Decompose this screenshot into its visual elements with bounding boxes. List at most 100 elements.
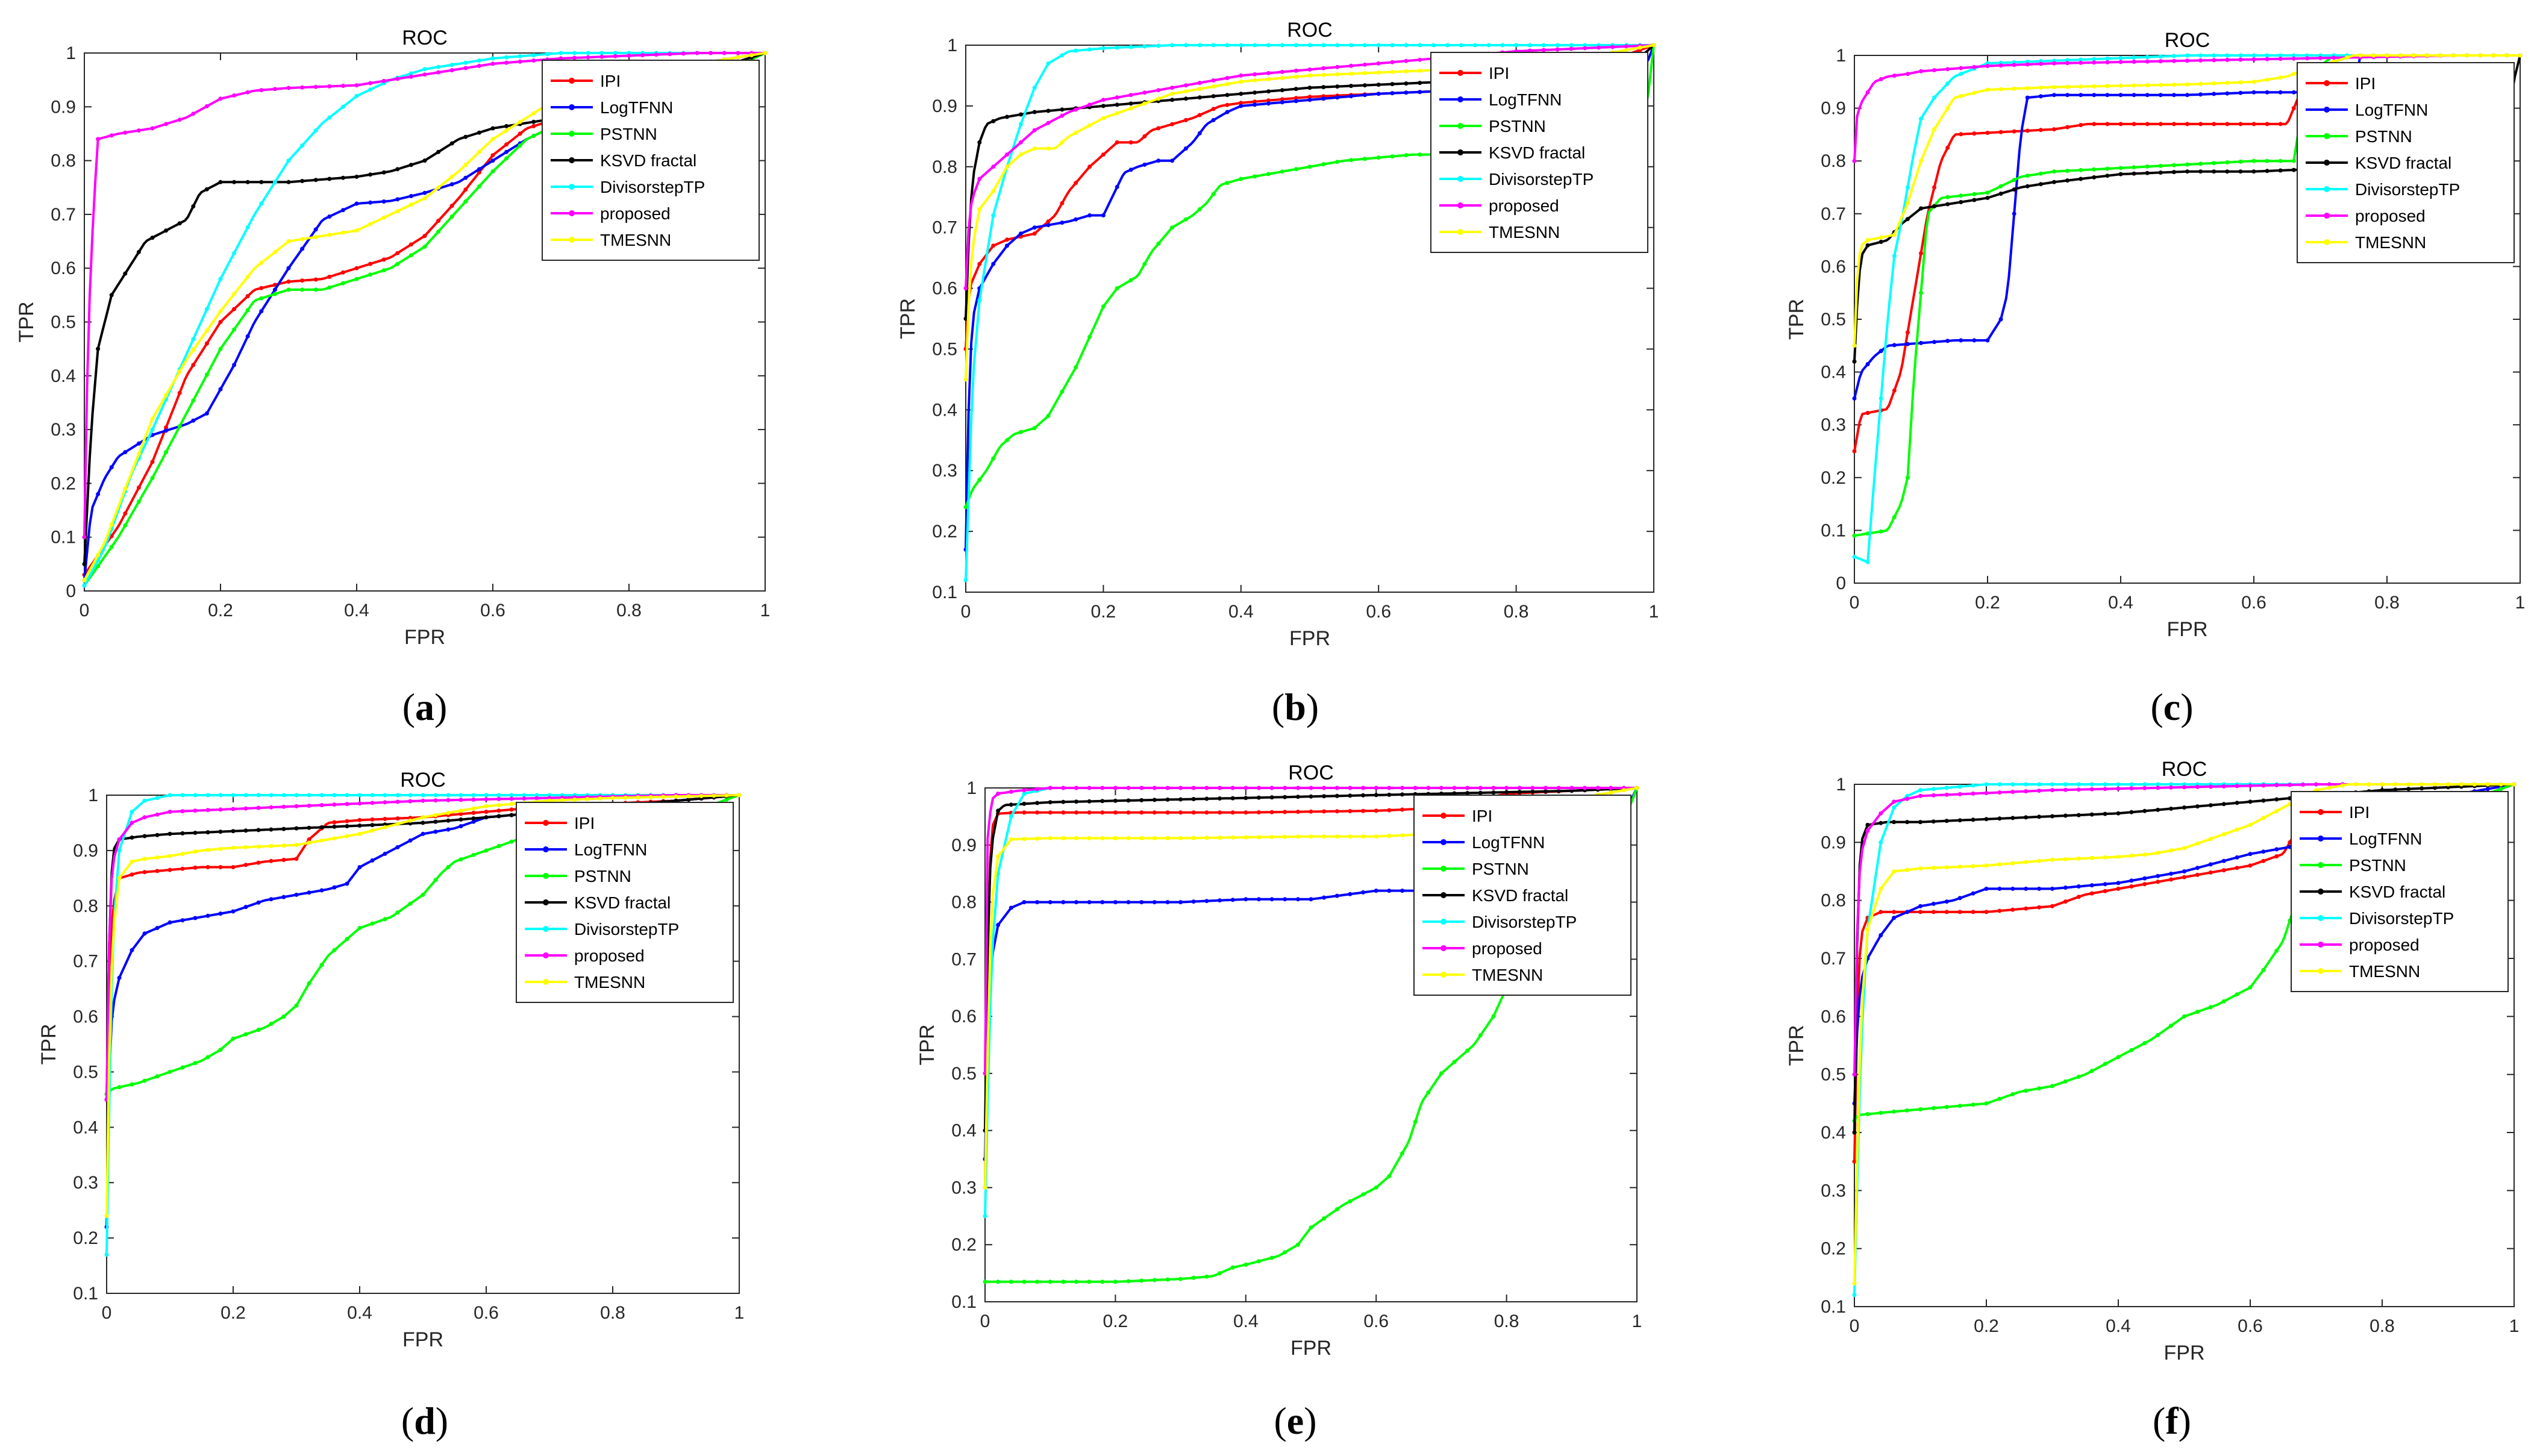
data-point	[1865, 1112, 1870, 1116]
data-point	[2278, 57, 2283, 61]
data-point	[1932, 204, 1937, 208]
legend-label: TMESNN	[2349, 962, 2420, 981]
data-point	[130, 820, 134, 825]
data-point	[155, 869, 160, 873]
data-point	[2212, 81, 2216, 86]
data-point	[1048, 900, 1053, 905]
data-point	[167, 810, 172, 814]
data-point	[2024, 886, 2029, 891]
data-point	[164, 122, 169, 127]
data-point	[1243, 786, 1248, 790]
data-point	[272, 292, 277, 296]
data-point	[1101, 116, 1106, 120]
data-point	[1972, 198, 1977, 202]
data-point	[477, 58, 481, 63]
data-point	[2358, 53, 2363, 58]
data-point	[2225, 81, 2230, 86]
data-point	[245, 180, 250, 184]
x-tick-label: 1	[2515, 593, 2526, 613]
data-point	[2010, 782, 2015, 787]
data-point	[2142, 852, 2147, 857]
data-point	[327, 115, 332, 120]
data-point	[1945, 106, 1950, 111]
legend-label: IPI	[574, 814, 595, 833]
legend-marker	[2318, 889, 2324, 895]
data-point	[345, 834, 349, 839]
data-point	[471, 810, 476, 815]
data-point	[345, 793, 349, 798]
data-point	[1387, 1174, 1392, 1178]
data-point	[2118, 122, 2123, 127]
data-point	[2052, 93, 2056, 98]
data-point	[1892, 388, 1897, 393]
data-point	[1035, 836, 1040, 841]
data-point	[463, 175, 468, 180]
data-point	[354, 228, 359, 233]
data-point	[1183, 96, 1188, 101]
data-point	[167, 854, 172, 858]
data-point	[1465, 1048, 1470, 1053]
y-tick-label: 1	[1836, 775, 1846, 795]
y-tick-label: 0.4	[932, 400, 957, 420]
data-point	[1165, 797, 1170, 802]
legend-label: PSTNN	[1472, 860, 1529, 878]
legend-marker	[2318, 915, 2324, 921]
data-point	[204, 187, 209, 192]
x-tick-label: 0	[961, 602, 971, 622]
x-tick-label: 0	[1850, 1316, 1860, 1336]
data-point	[1183, 217, 1188, 222]
data-point	[1032, 110, 1037, 114]
data-point	[1376, 61, 1381, 66]
data-point	[2208, 837, 2213, 842]
y-tick-label: 1	[947, 36, 957, 55]
data-point	[2235, 866, 2239, 870]
data-point	[1892, 869, 1897, 873]
data-point	[1892, 1109, 1897, 1114]
data-point	[1504, 790, 1509, 795]
data-point	[2105, 60, 2110, 64]
data-point	[232, 363, 237, 367]
data-point	[368, 222, 373, 227]
data-point	[1404, 153, 1409, 158]
data-point	[319, 888, 324, 893]
legend-marker	[569, 184, 575, 190]
data-point	[2265, 77, 2270, 82]
data-point	[1879, 77, 1883, 81]
data-point	[534, 793, 539, 798]
data-point	[368, 172, 373, 177]
data-point	[1879, 811, 1883, 816]
data-point	[2195, 784, 2200, 789]
data-point	[1048, 836, 1053, 840]
data-point	[136, 486, 141, 490]
data-point	[1211, 107, 1216, 111]
data-point	[477, 149, 481, 154]
data-point	[2079, 84, 2083, 89]
data-point	[471, 852, 476, 857]
data-point	[1074, 130, 1078, 135]
data-point	[395, 209, 400, 213]
panel-caption-a: (a)	[402, 686, 448, 728]
data-point	[2156, 782, 2160, 787]
y-axis-label: TPR	[1785, 299, 1808, 340]
data-point	[286, 180, 291, 184]
data-point	[977, 261, 982, 266]
data-point	[2089, 787, 2094, 792]
data-point	[2198, 58, 2203, 63]
y-tick-label: 0.4	[1821, 363, 1846, 383]
data-point	[1387, 889, 1392, 893]
data-point	[586, 55, 590, 60]
data-point	[1957, 792, 1962, 796]
data-point	[2145, 55, 2150, 60]
data-point	[2142, 782, 2147, 787]
data-point	[269, 1022, 274, 1026]
data-point	[1892, 515, 1897, 519]
data-point	[180, 918, 185, 923]
chart-panel-e: 0 0.2 0.4 0.6 0.8 10.10.20.30.40.50.60.70.80.…	[916, 761, 1642, 1360]
data-point	[2156, 807, 2160, 812]
data-point	[177, 424, 182, 429]
data-point	[2238, 122, 2243, 127]
data-point	[504, 156, 509, 161]
data-point	[218, 846, 223, 851]
data-point	[2063, 813, 2068, 818]
data-point	[340, 104, 345, 109]
